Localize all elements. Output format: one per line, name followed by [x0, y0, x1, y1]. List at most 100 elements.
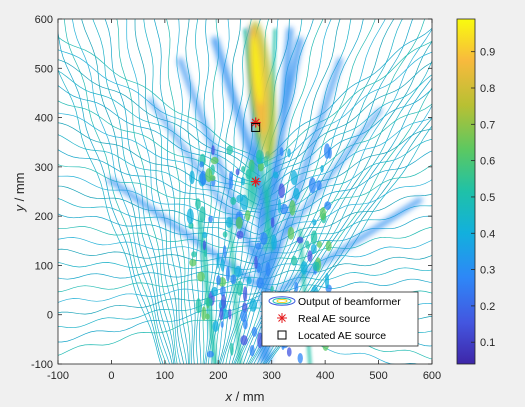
field-cell [260, 232, 268, 245]
colorbar-tick-label: 0.7 [480, 119, 495, 131]
contour-line [58, 198, 261, 239]
field-cell [189, 259, 197, 267]
colorbar-tick-label: 0.1 [480, 337, 495, 349]
contour-line [166, 19, 191, 364]
x-tick-label: 400 [316, 370, 334, 382]
legend-contour-icon [268, 296, 296, 306]
field-cell [290, 170, 298, 185]
contour-line [58, 134, 261, 210]
contour-line [58, 68, 162, 364]
y-axis-unit: / mm [12, 173, 27, 206]
field-cell [195, 198, 201, 210]
field-cell [229, 342, 234, 356]
field-cell [271, 234, 277, 250]
contour-line [58, 70, 261, 181]
field-cell [308, 177, 317, 194]
contour-line [259, 267, 432, 286]
field-cell [220, 321, 224, 328]
legend: Output of beamformer Real AE source Loca… [261, 291, 419, 347]
field-cell [312, 261, 320, 272]
y-tick-label: 400 [35, 113, 53, 125]
contour-line [259, 240, 432, 274]
legend-box [261, 291, 419, 347]
colorbar-tick-label: 0.3 [480, 265, 495, 277]
colorbar-tick-label: 0.9 [480, 47, 495, 59]
field-cell [245, 210, 251, 222]
x-tick-label: 500 [369, 370, 387, 382]
field-cell [324, 273, 330, 289]
field-cell [312, 219, 317, 226]
colorbar-tick-label: 0.5 [480, 192, 495, 204]
field-cell [189, 170, 195, 185]
field-cell [199, 206, 206, 222]
colorbar-ticks: 0.1 0.2 0.3 0.4 0.5 0.6 0.7 0.8 0.9 [471, 47, 495, 349]
contour-line [259, 88, 432, 196]
field-cell [210, 156, 219, 165]
field-cell [222, 231, 228, 238]
beam [264, 108, 382, 262]
y-axis-label: y / mm [12, 173, 27, 213]
y-tick-label: -100 [31, 359, 53, 371]
contour-line [126, 19, 181, 364]
legend-real-source-icon [277, 313, 287, 323]
contour-line [259, 40, 432, 165]
field-cell [291, 255, 298, 266]
legend-located-source-icon [277, 330, 287, 340]
contour-line [205, 19, 241, 364]
contour-line [58, 122, 261, 206]
y-tick-label: 500 [35, 63, 53, 75]
field-cell [265, 261, 271, 277]
beam-core [228, 218, 242, 364]
field-cell [263, 155, 268, 167]
x-tick-label: 200 [209, 370, 227, 382]
field-cell [242, 286, 248, 302]
contour-line [259, 62, 432, 180]
field-cell [278, 183, 285, 199]
beam [259, 57, 343, 303]
field-cell [310, 230, 318, 245]
field-cell [297, 352, 303, 364]
field-cell [286, 347, 292, 357]
field-cell [195, 298, 202, 314]
markers [250, 117, 261, 187]
field-cell [251, 326, 258, 337]
field-cell [241, 165, 246, 173]
field-cell [270, 217, 275, 228]
contour-line [259, 74, 432, 189]
plot-frame [57, 18, 433, 365]
field-cell [316, 241, 323, 248]
field-cell [206, 350, 214, 358]
contour-line [58, 85, 261, 184]
contour-line [231, 19, 341, 364]
x-axis-label: x / mm [225, 389, 265, 404]
field-cell [202, 231, 208, 239]
field-cell [256, 149, 263, 163]
field-cell [323, 143, 331, 159]
x-axis-ticks: -100 0 100 200 300 400 500 600 [47, 19, 441, 382]
contour-line [199, 19, 210, 364]
x-tick-label: 0 [108, 370, 114, 382]
field-cell [324, 201, 332, 210]
field-cell [280, 203, 289, 215]
field-cell [211, 145, 215, 156]
field-cell [234, 265, 242, 278]
contour-line [154, 19, 189, 364]
field-cell [235, 168, 240, 176]
contour-line [259, 278, 432, 292]
field-cell [230, 274, 237, 285]
field-cell [219, 307, 224, 321]
field-cell [199, 161, 204, 168]
field-cell [319, 207, 327, 221]
field-cell [277, 198, 282, 214]
contour-line [58, 270, 261, 280]
contour-line [72, 19, 170, 364]
y-axis-var: y [12, 204, 27, 213]
field-cell [257, 332, 263, 349]
field-cell [209, 175, 216, 182]
field-cell [220, 258, 225, 272]
field-cell [201, 306, 207, 321]
colorbar-tick-label: 0.6 [480, 156, 495, 168]
field-cell [216, 253, 220, 269]
field-cell [222, 245, 227, 258]
